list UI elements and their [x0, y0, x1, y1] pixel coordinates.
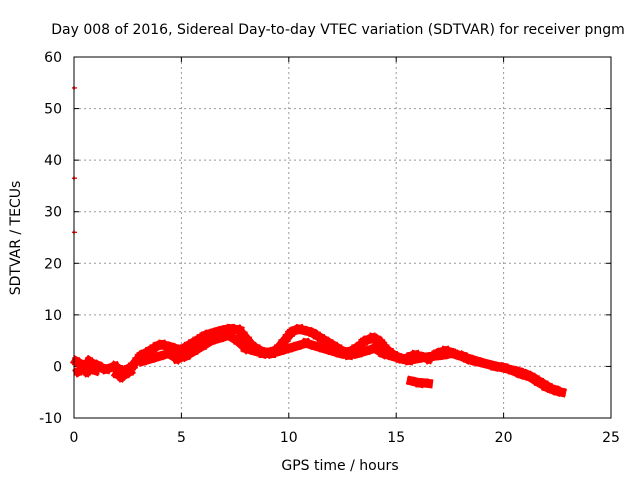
data-point [551, 385, 560, 394]
y-tick-label: 0 [53, 359, 62, 375]
x-tick-label: 10 [280, 430, 298, 446]
y-tick-label: 30 [44, 205, 62, 221]
data-point [91, 366, 100, 375]
series-2 [405, 375, 434, 389]
x-tick-label: 25 [602, 430, 620, 446]
data-point [557, 388, 566, 397]
data-point [125, 367, 134, 376]
y-axis-label: SDTVAR / TECUs [8, 181, 24, 296]
x-tick-label: 0 [70, 430, 79, 446]
y-tick-label: 40 [44, 153, 62, 169]
x-tick-label: 5 [177, 430, 186, 446]
y-tick-label: 60 [44, 50, 62, 66]
data-point [424, 379, 433, 388]
x-tick-label: 20 [495, 430, 513, 446]
y-tick-label: 20 [44, 256, 62, 272]
series-1 [72, 329, 561, 396]
axis-ticks: 0 5 10 15 20 25 -10 0 10 20 30 40 50 60 [39, 50, 620, 446]
plot-frame [73, 56, 612, 419]
chart-title: Day 008 of 2016, Sidereal Day-to-day VTE… [51, 22, 625, 38]
y-tick-label: -10 [39, 411, 62, 427]
x-tick-label: 15 [387, 430, 405, 446]
grid-lines [74, 57, 611, 418]
x-axis-label: GPS time / hours [281, 458, 398, 474]
data-points [69, 85, 568, 398]
y-tick-label: 10 [44, 308, 62, 324]
y-tick-label: 50 [44, 102, 62, 118]
